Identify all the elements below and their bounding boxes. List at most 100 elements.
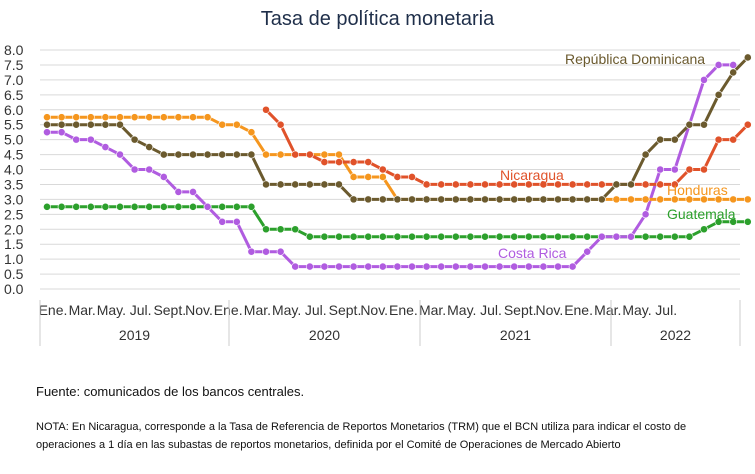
data-point	[145, 113, 154, 122]
data-point	[218, 202, 227, 211]
data-point	[466, 232, 475, 241]
data-point	[685, 232, 694, 241]
data-point	[130, 202, 139, 211]
data-point	[524, 195, 533, 204]
y-tick-label: 3.5	[4, 176, 24, 192]
data-point	[291, 225, 300, 234]
x-tick-label: Ene.	[39, 302, 68, 318]
data-point	[335, 180, 343, 189]
data-point	[408, 173, 416, 181]
data-point	[714, 217, 723, 226]
data-point	[364, 232, 373, 241]
data-point	[159, 202, 168, 211]
data-point	[305, 150, 314, 159]
data-point	[685, 165, 694, 174]
data-point	[262, 150, 270, 159]
data-point	[729, 68, 738, 77]
data-point	[466, 180, 475, 189]
data-point	[583, 180, 592, 189]
data-point	[612, 232, 621, 241]
x-tick-label: Nov.	[185, 302, 213, 318]
y-tick-label: 8.0	[4, 42, 24, 58]
data-point	[700, 75, 708, 84]
data-point	[364, 158, 373, 166]
series-label: Guatemala	[667, 206, 736, 222]
data-point	[408, 232, 416, 241]
data-point	[641, 232, 650, 241]
data-point	[203, 150, 212, 159]
data-point	[568, 180, 577, 189]
data-point	[554, 180, 562, 189]
data-point	[101, 120, 110, 129]
data-point	[378, 262, 387, 271]
data-point	[349, 195, 358, 204]
data-point	[539, 262, 548, 271]
data-point	[130, 165, 139, 174]
series-label: Nicaragua	[500, 167, 564, 183]
data-point	[349, 158, 358, 166]
x-tick-label: Nov.	[360, 302, 388, 318]
data-point	[335, 150, 343, 159]
data-point	[262, 105, 270, 114]
data-point	[335, 158, 343, 166]
data-point	[276, 120, 285, 129]
data-point	[203, 113, 212, 122]
data-point	[656, 232, 665, 241]
series-label: Honduras	[667, 182, 728, 198]
data-point	[451, 232, 460, 241]
data-point	[218, 150, 227, 159]
x-tick-label: Jul.	[130, 302, 152, 318]
data-point	[743, 53, 752, 62]
data-point	[495, 195, 504, 204]
data-point	[262, 225, 270, 234]
data-point	[612, 195, 621, 204]
data-point	[349, 173, 358, 181]
y-tick-label: 0.5	[4, 266, 24, 282]
series-label: República Dominicana	[565, 51, 705, 67]
data-point	[320, 262, 329, 271]
data-point	[656, 195, 665, 204]
data-point	[466, 195, 475, 204]
note-text: NOTA: En Nicaragua, corresponde a la Tas…	[36, 421, 687, 451]
data-point	[627, 232, 635, 241]
data-point	[189, 202, 197, 211]
series-costa-rica	[43, 61, 738, 271]
data-point	[159, 113, 168, 122]
data-point	[641, 180, 650, 189]
x-tick-label: Jul.	[480, 302, 502, 318]
data-point	[349, 232, 358, 241]
data-point	[218, 217, 227, 226]
y-tick-label: 0.0	[4, 281, 24, 297]
data-point	[276, 247, 285, 256]
year-label: 2019	[119, 327, 150, 343]
data-point	[335, 232, 343, 241]
x-tick-label: May.	[622, 302, 651, 318]
data-point	[451, 195, 460, 204]
data-point	[305, 262, 314, 271]
series-labels: República Dominicana Nicaragua Honduras Gua…	[498, 51, 736, 261]
data-point	[145, 202, 154, 211]
data-point	[714, 195, 723, 204]
data-point	[247, 202, 256, 211]
data-point	[481, 195, 489, 204]
data-point	[291, 150, 300, 159]
data-point	[568, 232, 577, 241]
source-text: Fuente: comunicados de los bancos centra…	[36, 384, 305, 399]
data-point	[597, 195, 606, 204]
data-point	[101, 113, 110, 122]
data-point	[232, 120, 241, 129]
x-tick-label: May.	[447, 302, 476, 318]
data-point	[159, 150, 168, 159]
data-point	[568, 262, 577, 271]
data-point	[554, 232, 562, 241]
data-point	[422, 262, 431, 271]
data-point	[451, 180, 460, 189]
x-tick-label: Jul.	[305, 302, 327, 318]
series-república-dominicana	[43, 53, 752, 204]
data-point	[656, 135, 665, 144]
data-point	[729, 135, 738, 144]
data-point	[393, 232, 402, 241]
data-point	[510, 180, 519, 189]
data-point	[422, 195, 431, 204]
data-point	[349, 262, 358, 271]
